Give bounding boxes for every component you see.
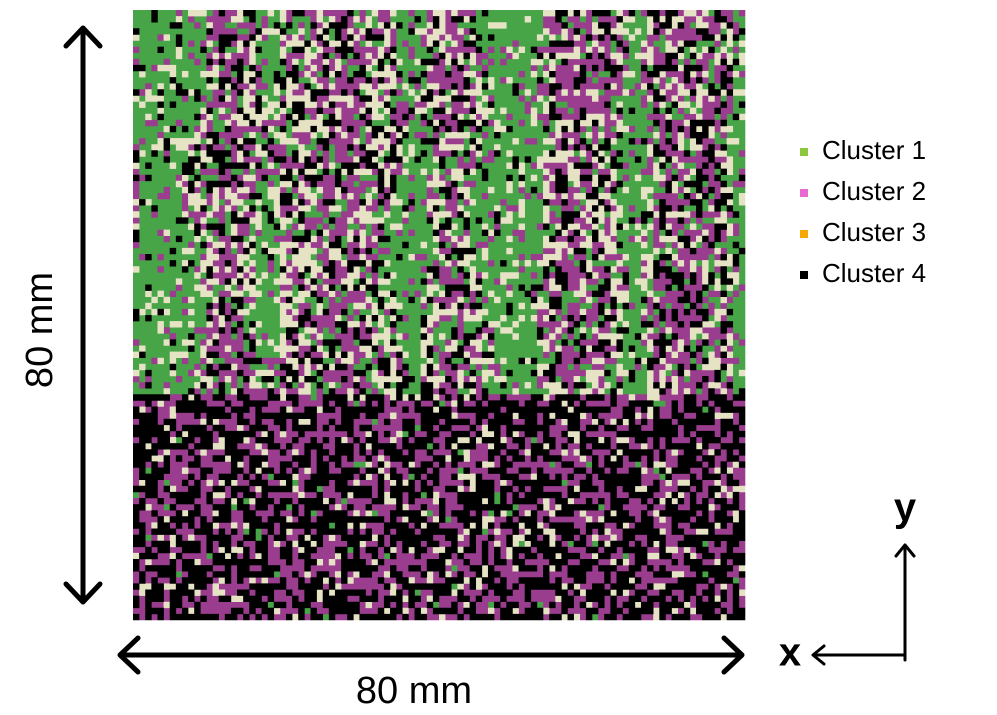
axis-x-label: x — [779, 631, 801, 675]
legend-marker — [800, 230, 808, 238]
legend-label: Cluster 1 — [822, 135, 926, 165]
cluster-map — [133, 10, 746, 621]
legend-marker — [800, 271, 808, 279]
legend-label: Cluster 4 — [822, 258, 926, 288]
axis-y-label: y — [894, 486, 917, 530]
legend-label: Cluster 2 — [822, 176, 926, 206]
height-label: 80 mm — [19, 272, 61, 388]
cluster-region — [133, 10, 746, 621]
legend: Cluster 1 Cluster 2 Cluster 3 Cluster 4 — [800, 135, 926, 288]
width-label: 80 mm — [356, 670, 472, 712]
width-arrow — [117, 635, 745, 675]
legend-label: Cluster 3 — [822, 217, 926, 247]
legend-marker — [800, 189, 808, 197]
axis-indicator — [811, 543, 916, 666]
legend-marker — [800, 148, 808, 156]
height-arrow — [63, 25, 103, 605]
